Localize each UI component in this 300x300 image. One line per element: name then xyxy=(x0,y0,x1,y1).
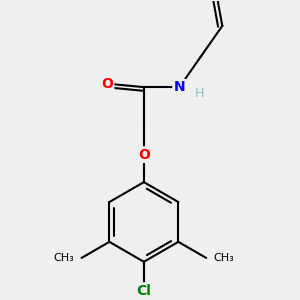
Text: O: O xyxy=(138,148,150,162)
Text: CH₃: CH₃ xyxy=(213,253,234,263)
Text: H: H xyxy=(194,87,204,100)
Text: N: N xyxy=(174,80,185,94)
Text: CH₃: CH₃ xyxy=(54,253,74,263)
Text: Cl: Cl xyxy=(136,284,151,298)
Text: O: O xyxy=(101,77,113,91)
